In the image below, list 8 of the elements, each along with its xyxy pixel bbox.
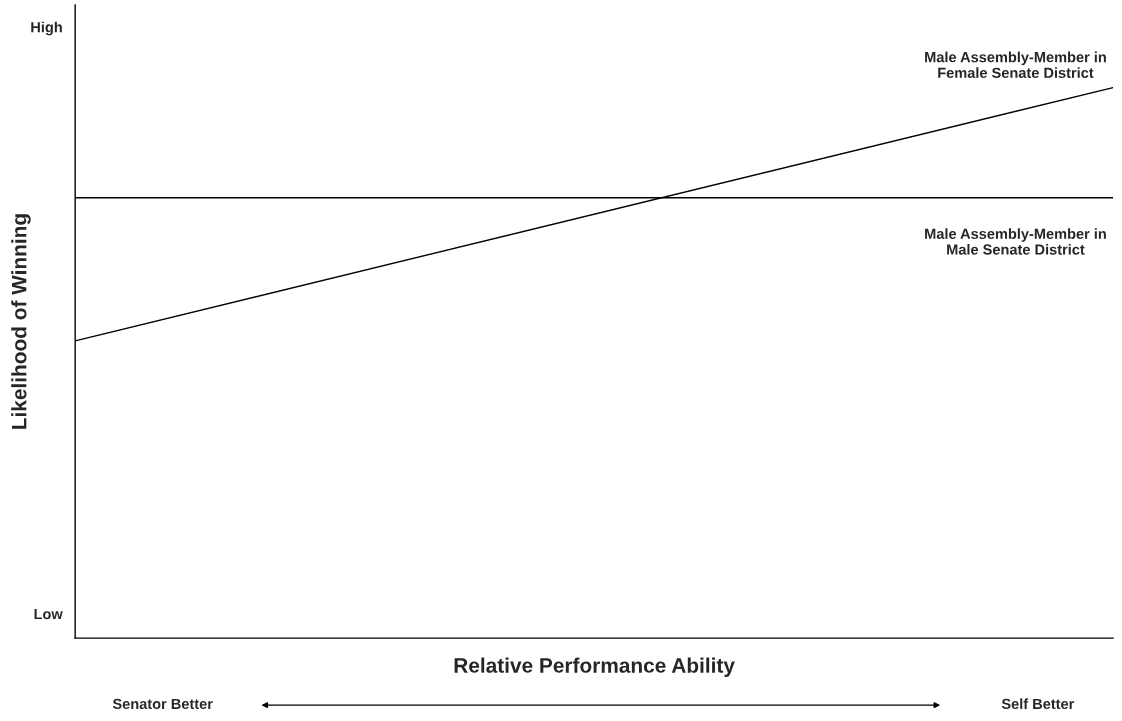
text: Senator Better bbox=[112, 698, 213, 710]
annotation: Low bbox=[34, 609, 63, 620]
series-label: Male Assembly-Member in Female Senate District bbox=[925, 51, 1106, 78]
text: High bbox=[31, 21, 62, 36]
y-axis-title: Likelihood of Winning bbox=[11, 214, 31, 429]
text: Self Better bbox=[1001, 698, 1075, 710]
text: Male Assembly-Member in Male Senate District bbox=[925, 228, 1106, 255]
x-axis-title: Relative Performance Ability bbox=[454, 657, 735, 677]
